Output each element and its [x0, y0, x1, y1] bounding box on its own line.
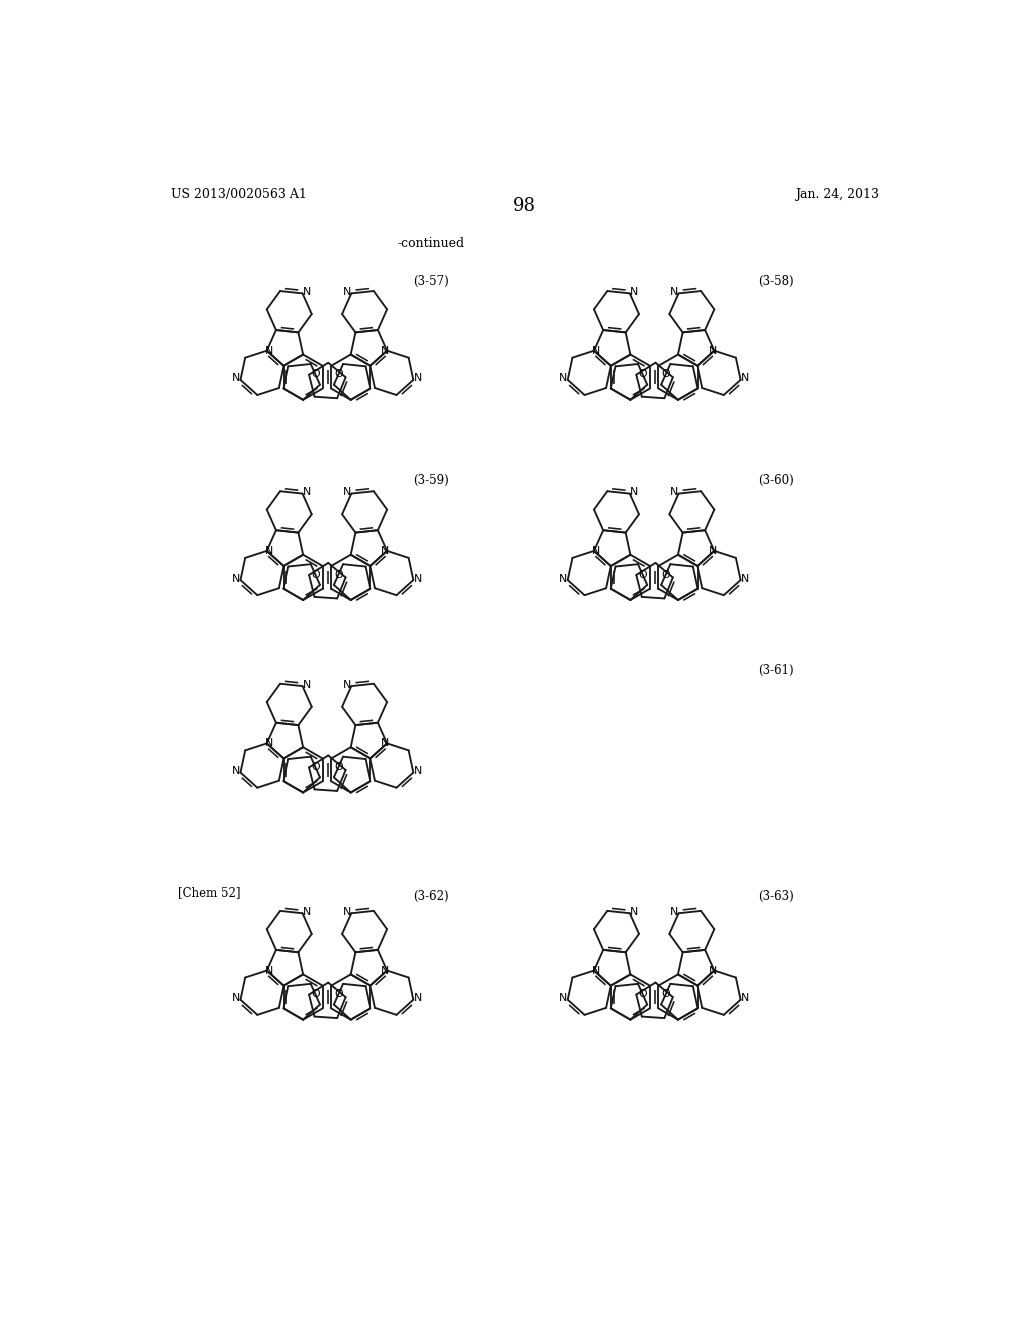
Text: N: N [709, 346, 717, 355]
Text: O: O [311, 370, 319, 379]
Text: O: O [662, 569, 670, 579]
Text: O: O [311, 762, 319, 772]
Text: US 2013/0020563 A1: US 2013/0020563 A1 [171, 187, 306, 201]
Text: N: N [741, 374, 750, 383]
Text: O: O [311, 569, 319, 579]
Text: N: N [592, 346, 600, 355]
Text: N: N [303, 487, 311, 498]
Text: O: O [638, 569, 647, 579]
Text: N: N [343, 487, 351, 498]
Text: N: N [231, 573, 240, 583]
Text: N: N [670, 487, 678, 498]
Text: N: N [592, 546, 600, 556]
Text: N: N [381, 346, 389, 355]
Text: (3-63): (3-63) [758, 890, 794, 903]
Text: O: O [311, 989, 319, 999]
Text: O: O [334, 569, 343, 579]
Text: (3-62): (3-62) [413, 890, 449, 903]
Text: N: N [631, 907, 639, 916]
Text: N: N [741, 573, 750, 583]
Text: N: N [414, 766, 422, 776]
Text: N: N [592, 965, 600, 975]
Text: O: O [638, 370, 647, 379]
Text: N: N [381, 546, 389, 556]
Text: O: O [662, 370, 670, 379]
Text: N: N [231, 766, 240, 776]
Text: N: N [381, 965, 389, 975]
Text: N: N [631, 487, 639, 498]
Text: N: N [709, 546, 717, 556]
Text: N: N [414, 993, 422, 1003]
Text: N: N [709, 965, 717, 975]
Text: N: N [343, 680, 351, 689]
Text: N: N [264, 965, 272, 975]
Text: N: N [414, 573, 422, 583]
Text: (3-57): (3-57) [413, 275, 449, 288]
Text: N: N [264, 738, 272, 748]
Text: N: N [264, 546, 272, 556]
Text: O: O [334, 989, 343, 999]
Text: N: N [381, 738, 389, 748]
Text: N: N [670, 286, 678, 297]
Text: N: N [559, 993, 567, 1003]
Text: N: N [303, 907, 311, 916]
Text: N: N [670, 907, 678, 916]
Text: N: N [559, 374, 567, 383]
Text: [Chem 52]: [Chem 52] [178, 886, 241, 899]
Text: N: N [264, 346, 272, 355]
Text: (3-59): (3-59) [413, 474, 449, 487]
Text: O: O [334, 762, 343, 772]
Text: N: N [414, 374, 422, 383]
Text: N: N [741, 993, 750, 1003]
Text: N: N [343, 286, 351, 297]
Text: N: N [343, 907, 351, 916]
Text: N: N [631, 286, 639, 297]
Text: N: N [231, 374, 240, 383]
Text: O: O [334, 370, 343, 379]
Text: 98: 98 [513, 197, 537, 215]
Text: N: N [303, 680, 311, 689]
Text: N: N [303, 286, 311, 297]
Text: (3-58): (3-58) [758, 275, 794, 288]
Text: (3-61): (3-61) [758, 664, 794, 677]
Text: N: N [559, 573, 567, 583]
Text: N: N [231, 993, 240, 1003]
Text: (3-60): (3-60) [758, 474, 794, 487]
Text: O: O [638, 989, 647, 999]
Text: Jan. 24, 2013: Jan. 24, 2013 [795, 187, 879, 201]
Text: O: O [662, 989, 670, 999]
Text: -continued: -continued [397, 236, 465, 249]
